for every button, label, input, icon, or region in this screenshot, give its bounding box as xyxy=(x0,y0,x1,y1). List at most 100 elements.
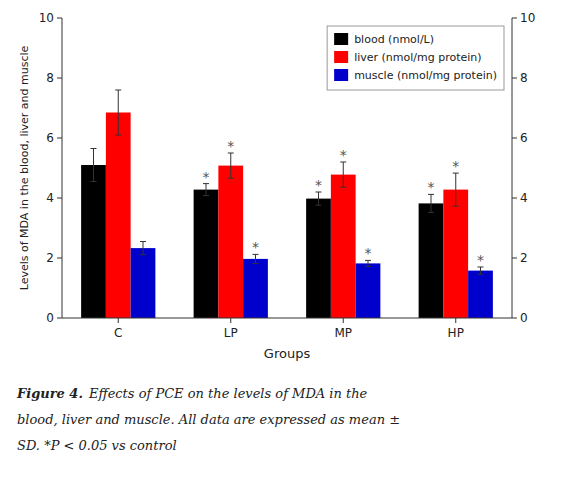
caption-text: Effects of PCE on the levels of MDA in t… xyxy=(88,386,368,401)
error-cap xyxy=(253,263,259,264)
error-bar xyxy=(478,267,484,274)
legend-swatch xyxy=(334,33,348,45)
error-cap xyxy=(91,181,97,182)
legend-swatch xyxy=(334,51,348,63)
y-tick xyxy=(57,258,62,259)
y2-tick-label: 6 xyxy=(520,131,528,145)
error-line xyxy=(255,254,256,263)
y-axis-label: Levels of MDA in the blood, liver and mu… xyxy=(18,45,31,290)
significance-star: * xyxy=(315,177,322,193)
error-cap xyxy=(140,241,146,242)
legend-label: muscle (nmol/mg protein) xyxy=(354,69,497,82)
y2-tick-label: 8 xyxy=(520,71,528,85)
y2-tick xyxy=(512,198,517,199)
y-tick-label: 2 xyxy=(46,251,54,265)
bar xyxy=(356,263,381,318)
y-tick xyxy=(57,198,62,199)
error-cap xyxy=(91,148,97,149)
y2-tick-label: 2 xyxy=(520,251,528,265)
axes: 02468100246810CLPMPHP xyxy=(39,11,536,340)
significance-star: * xyxy=(252,239,259,255)
y2-tick xyxy=(512,138,517,139)
significance-star: * xyxy=(477,252,484,268)
y-tick xyxy=(57,138,62,139)
error-cap xyxy=(115,90,121,91)
bar xyxy=(419,203,444,318)
error-cap xyxy=(478,274,484,275)
error-bar xyxy=(253,254,259,263)
error-bar xyxy=(140,242,146,255)
error-bar xyxy=(203,184,209,196)
y-tick-label: 8 xyxy=(46,71,54,85)
error-line xyxy=(230,153,231,178)
error-bar xyxy=(228,153,234,178)
y2-tick xyxy=(512,318,517,319)
y2-tick xyxy=(512,258,517,259)
error-cap xyxy=(203,195,209,196)
x-tick xyxy=(118,318,119,323)
legend-box xyxy=(327,26,504,90)
bar xyxy=(194,190,219,318)
error-line xyxy=(431,194,432,212)
y-tick-label: 10 xyxy=(39,11,54,25)
x-tick-label: MP xyxy=(334,326,352,340)
bar xyxy=(131,248,156,318)
legend-label: blood (nmol/L) xyxy=(354,33,434,46)
error-line xyxy=(343,162,344,187)
significance-star: * xyxy=(365,245,372,261)
error-bar xyxy=(428,194,434,212)
error-cap xyxy=(428,212,434,213)
x-axis-label: Groups xyxy=(264,346,311,361)
y-tick xyxy=(57,318,62,319)
error-bar xyxy=(316,192,322,205)
error-line xyxy=(118,90,119,135)
error-bar xyxy=(340,162,346,187)
significance-star: * xyxy=(340,147,347,163)
y-axis-line xyxy=(62,18,63,318)
bar xyxy=(106,113,131,319)
y-tick-label: 6 xyxy=(46,131,54,145)
legend: blood (nmol/L) liver (nmol/mg protein) mus… xyxy=(327,26,504,90)
y-tick-label: 4 xyxy=(46,191,54,205)
significance-star: * xyxy=(227,138,234,154)
error-cap xyxy=(140,254,146,255)
x-tick xyxy=(343,318,344,323)
error-cap xyxy=(228,178,234,179)
y2-tick-label: 10 xyxy=(520,11,535,25)
marks xyxy=(81,90,493,318)
y-tick-label: 0 xyxy=(46,311,54,325)
bar xyxy=(243,259,268,318)
y2-tick xyxy=(512,78,517,79)
significance-star: * xyxy=(452,158,459,174)
error-line xyxy=(480,267,481,274)
error-cap xyxy=(316,205,322,206)
x-tick-label: LP xyxy=(224,326,238,340)
significance-star: * xyxy=(203,169,210,185)
y-tick xyxy=(57,78,62,79)
chart: *********02468100246810CLPMPHPGroupsLeve… xyxy=(0,0,564,503)
x-tick-label: C xyxy=(114,326,122,340)
error-bar xyxy=(453,173,459,206)
error-cap xyxy=(340,187,346,188)
y2-tick-label: 4 xyxy=(520,191,528,205)
error-line xyxy=(455,173,456,206)
x-axis-line xyxy=(62,318,512,319)
bar xyxy=(81,165,106,318)
error-line xyxy=(143,242,144,255)
bar xyxy=(468,271,493,318)
bar xyxy=(306,199,331,318)
labels: ********* xyxy=(203,138,485,268)
y-tick xyxy=(57,18,62,19)
x-tick xyxy=(230,318,231,323)
caption-line: SD. *P < 0.05 vs control xyxy=(17,438,177,453)
caption: Figure 4.Effects of PCE on the levels of… xyxy=(16,386,400,453)
error-bar xyxy=(91,149,97,182)
caption-line: Figure 4.Effects of PCE on the levels of… xyxy=(16,386,368,401)
legend-label: liver (nmol/mg protein) xyxy=(354,51,481,64)
y2-tick xyxy=(512,18,517,19)
error-cap xyxy=(115,135,121,136)
error-cap xyxy=(453,206,459,207)
error-cap xyxy=(365,266,371,267)
bar xyxy=(443,190,468,318)
error-bar xyxy=(115,90,121,135)
